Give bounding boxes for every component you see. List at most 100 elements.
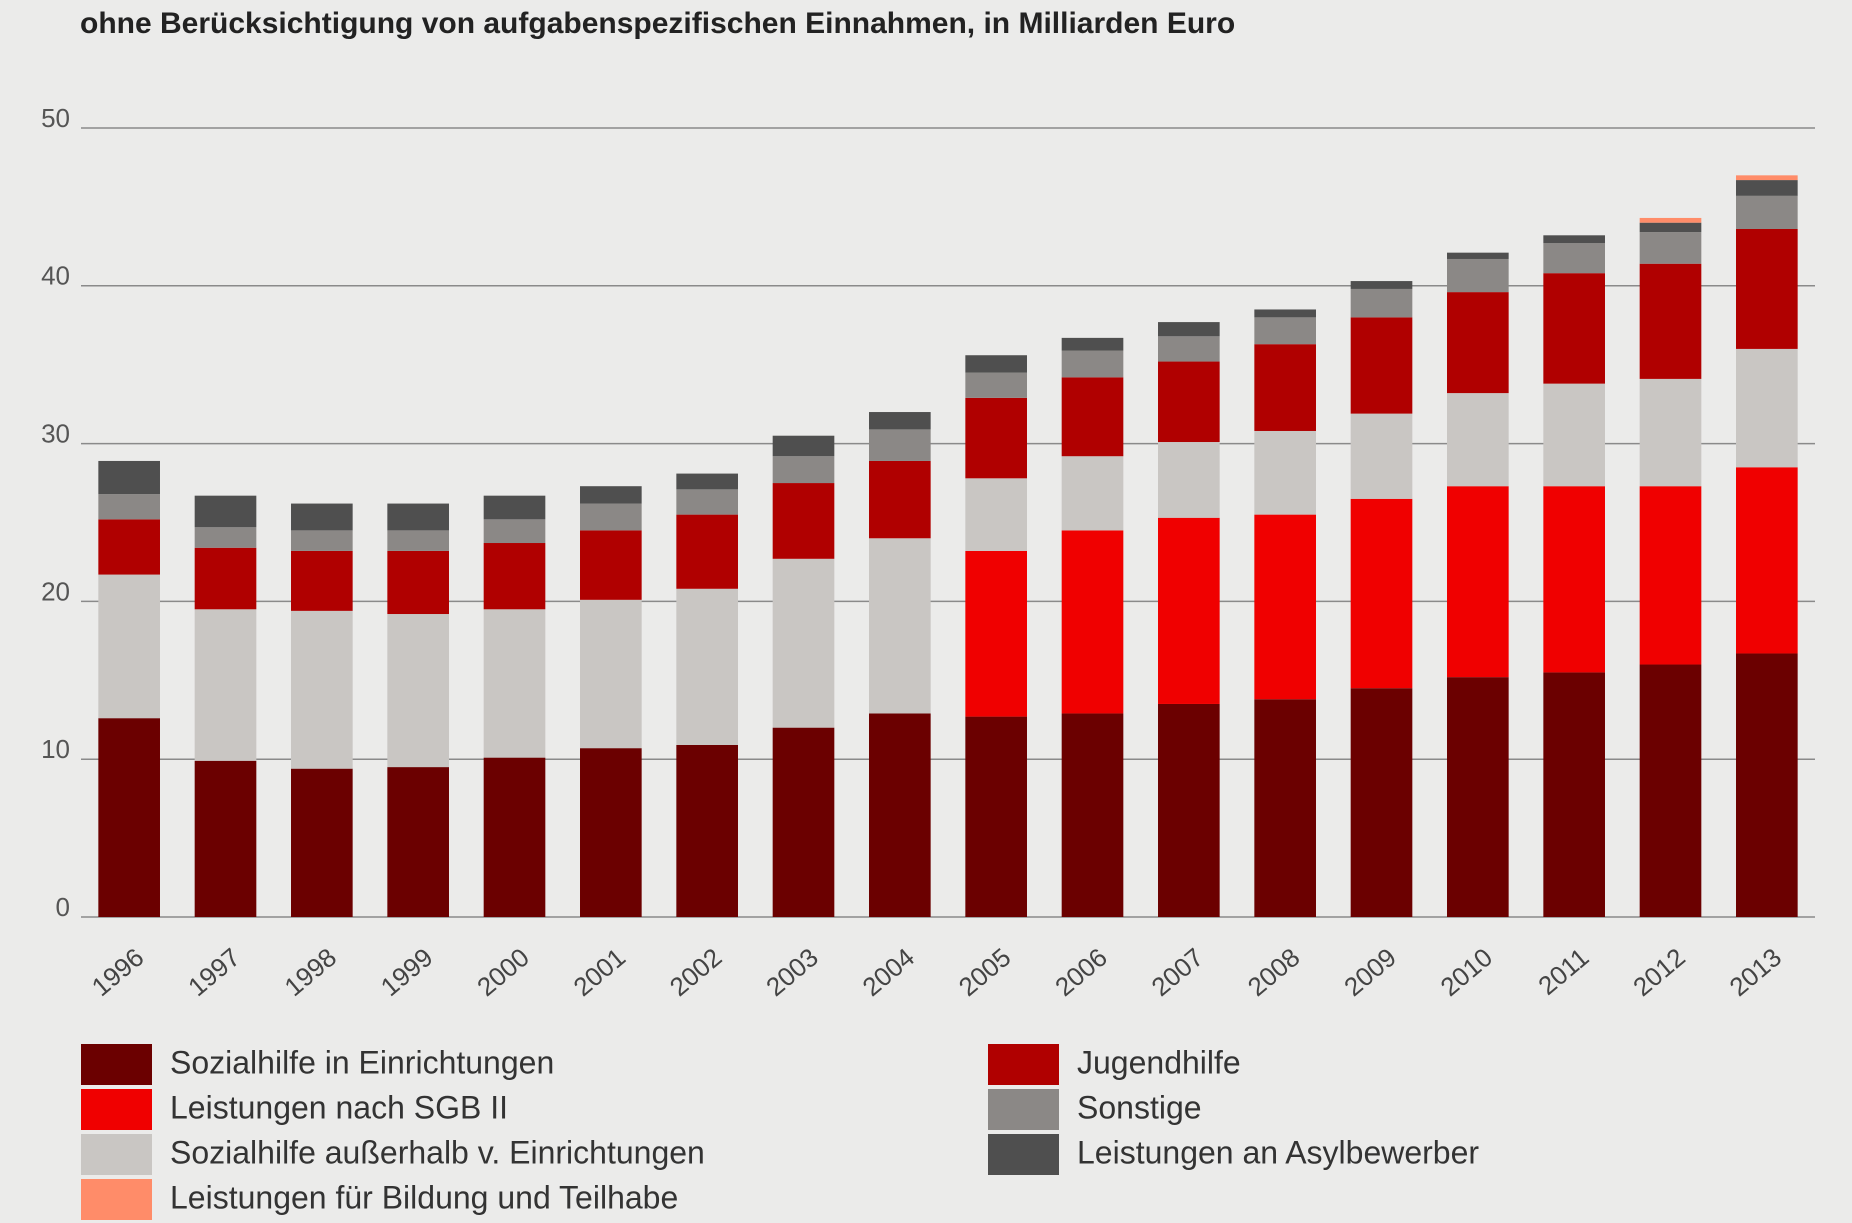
bar-segment bbox=[869, 713, 931, 917]
legend-label: Leistungen nach SGB II bbox=[170, 1089, 508, 1125]
y-tick-label: 40 bbox=[41, 261, 70, 291]
bar-segment bbox=[194, 495, 257, 528]
bar-segment bbox=[194, 527, 257, 548]
bar-segment bbox=[98, 718, 160, 917]
legend-swatch bbox=[81, 1179, 152, 1220]
bar-segment bbox=[676, 514, 738, 589]
bar-segment bbox=[869, 460, 931, 539]
bar-segment bbox=[387, 767, 449, 917]
bar-segment bbox=[965, 550, 1027, 717]
bar-segment bbox=[387, 503, 449, 531]
bar-segment bbox=[1736, 653, 1798, 917]
bar-segment bbox=[772, 727, 835, 917]
bar-segment bbox=[291, 503, 353, 531]
bar-segment bbox=[580, 503, 642, 531]
bar-segment bbox=[1350, 688, 1413, 917]
bar-segment bbox=[291, 768, 353, 917]
bar-segment bbox=[772, 456, 835, 484]
bar-segment bbox=[483, 609, 546, 758]
bar-segment bbox=[676, 744, 738, 917]
legend-swatch bbox=[988, 1044, 1059, 1085]
bar-segment bbox=[965, 716, 1027, 917]
bar-segment bbox=[1447, 393, 1509, 487]
bar-segment bbox=[1736, 195, 1798, 229]
y-tick-label: 50 bbox=[41, 103, 70, 133]
bar-segment bbox=[1639, 664, 1702, 917]
bar-segment bbox=[869, 412, 931, 430]
bar-segment bbox=[1254, 514, 1316, 700]
bar-segment bbox=[965, 355, 1027, 373]
legend-label: Sonstige bbox=[1077, 1089, 1202, 1125]
y-tick-label: 20 bbox=[41, 576, 70, 606]
bar-segment bbox=[1736, 175, 1798, 181]
bar-segment bbox=[1061, 456, 1124, 531]
bar-segment bbox=[194, 547, 257, 610]
bar-segment bbox=[1639, 263, 1702, 379]
bar-segment bbox=[1543, 486, 1605, 673]
legend-swatch bbox=[81, 1134, 152, 1175]
y-tick-label: 0 bbox=[56, 892, 70, 922]
bar-segment bbox=[1061, 530, 1124, 714]
bar-segment bbox=[772, 435, 835, 457]
bar-segment bbox=[1543, 243, 1605, 274]
bar-segment bbox=[580, 530, 642, 600]
bar-segment bbox=[1350, 413, 1413, 499]
bar-segment bbox=[1254, 699, 1316, 917]
bar-segment bbox=[483, 543, 546, 610]
legend-label: Leistungen für Bildung und Teilhabe bbox=[170, 1179, 678, 1215]
bar-segment bbox=[387, 550, 449, 615]
legend-swatch bbox=[81, 1044, 152, 1085]
bar-segment bbox=[772, 483, 835, 559]
bar-segment bbox=[194, 760, 257, 917]
legend-swatch bbox=[988, 1089, 1059, 1130]
bar-segment bbox=[1639, 378, 1702, 487]
bar-segment bbox=[1736, 180, 1798, 196]
bar-segment bbox=[772, 558, 835, 728]
bar-segment bbox=[1254, 317, 1316, 345]
bar-segment bbox=[580, 748, 642, 917]
legend-label: Sozialhilfe außerhalb v. Einrichtungen bbox=[170, 1134, 705, 1170]
bar-segment bbox=[387, 614, 449, 768]
bar-segment bbox=[291, 610, 353, 769]
bar-segment bbox=[1158, 322, 1220, 337]
y-tick-label: 30 bbox=[41, 418, 70, 448]
legend-label: Jugendhilfe bbox=[1077, 1044, 1241, 1080]
bar-segment bbox=[1158, 703, 1220, 917]
bar-segment bbox=[483, 495, 546, 520]
bar-segment bbox=[1158, 361, 1220, 443]
bar-segment bbox=[1350, 281, 1413, 289]
bar-segment bbox=[965, 478, 1027, 551]
bar-segment bbox=[1061, 350, 1124, 378]
bar-segment bbox=[1254, 309, 1316, 318]
bar-segment bbox=[580, 486, 642, 504]
bar-segment bbox=[1350, 498, 1413, 689]
bar-segment bbox=[483, 757, 546, 917]
bar-segment bbox=[965, 372, 1027, 398]
bar-segment bbox=[387, 530, 449, 551]
bar-segment bbox=[1543, 235, 1605, 244]
bar-segment bbox=[1158, 442, 1220, 518]
bar-segment bbox=[291, 550, 353, 611]
bar-segment bbox=[98, 460, 160, 495]
bar-segment bbox=[1447, 677, 1509, 917]
bar-segment bbox=[1061, 377, 1124, 457]
bar-segment bbox=[1158, 336, 1220, 362]
bar-segment bbox=[1447, 252, 1509, 259]
bar-segment bbox=[965, 397, 1027, 479]
bar-segment bbox=[1639, 232, 1702, 264]
bar-segment bbox=[1543, 273, 1605, 384]
bar-segment bbox=[98, 494, 160, 520]
bar-segment bbox=[869, 429, 931, 461]
legend-label: Sozialhilfe in Einrichtungen bbox=[170, 1044, 554, 1080]
bar-segment bbox=[580, 599, 642, 749]
bar-segment bbox=[483, 519, 546, 544]
bar-segment bbox=[1639, 222, 1702, 233]
bar-segment bbox=[1254, 344, 1316, 431]
legend-swatch bbox=[81, 1089, 152, 1130]
bar-segment bbox=[676, 489, 738, 515]
bar-segment bbox=[1158, 517, 1220, 704]
bar-segment bbox=[1254, 430, 1316, 515]
bar-segment bbox=[1639, 217, 1702, 223]
bar-segment bbox=[1543, 672, 1605, 917]
